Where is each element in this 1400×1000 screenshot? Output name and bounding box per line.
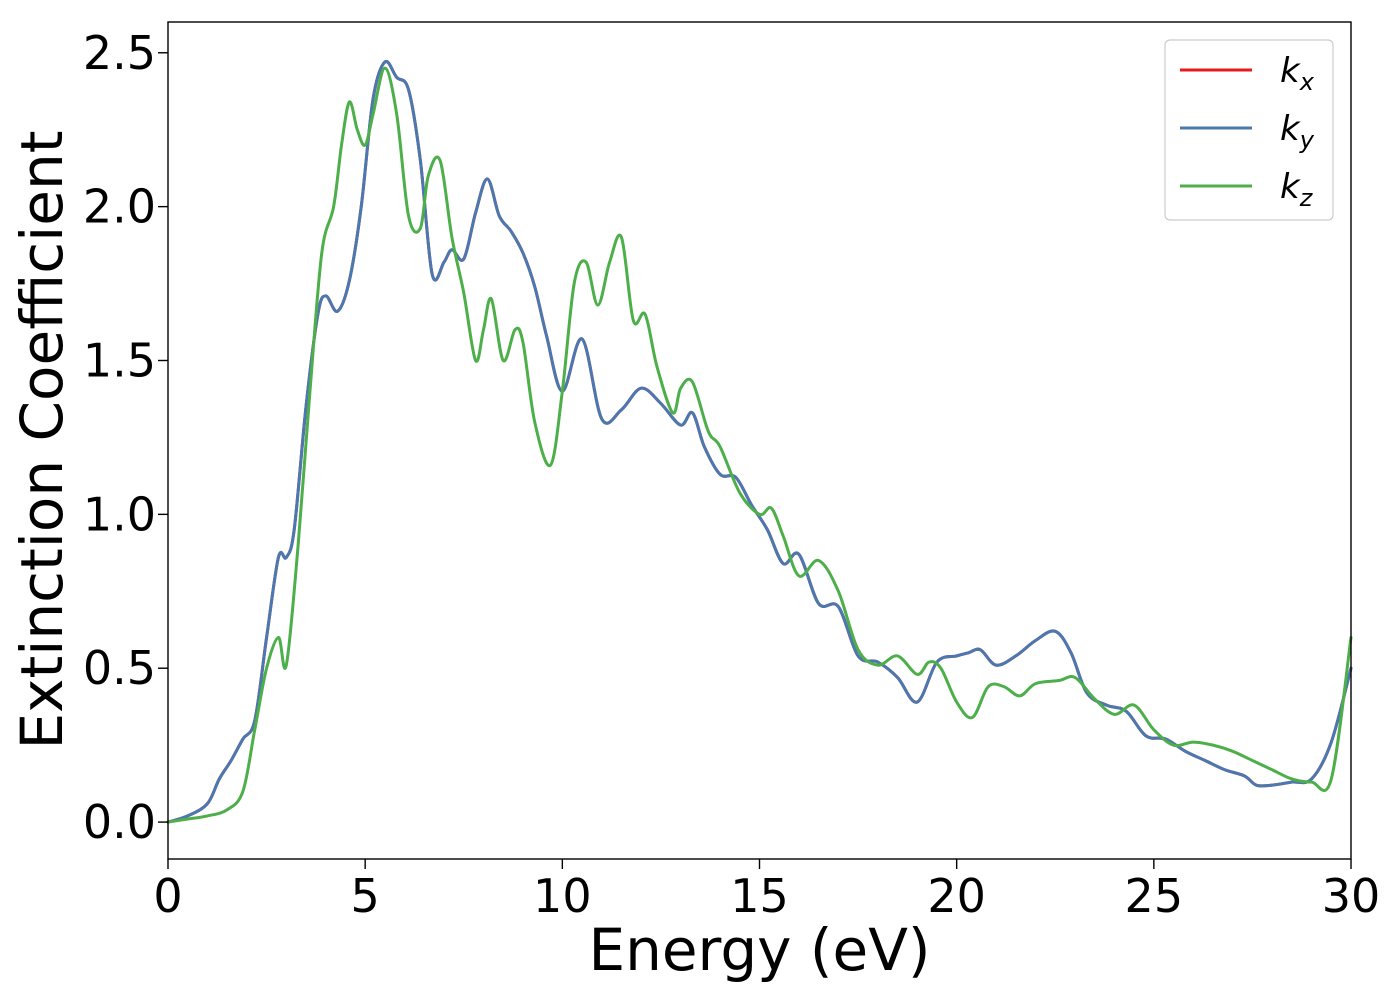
series-line-kz	[166, 66, 1353, 824]
x-tick-label: 0	[153, 869, 182, 923]
series-line-ky	[166, 59, 1353, 824]
x-tick-label: 5	[351, 869, 380, 923]
x-tick-label: 30	[1322, 869, 1381, 923]
y-tick-label: 0.0	[83, 795, 156, 849]
x-tick-label: 25	[1125, 869, 1184, 923]
y-tick-label: 2.0	[83, 180, 156, 234]
x-axis-label: Energy (eV)	[588, 916, 930, 984]
y-tick-label: 1.5	[83, 333, 156, 387]
x-tick-label: 10	[533, 869, 592, 923]
legend-label-ky: ky	[1280, 109, 1315, 154]
y-tick-label: 1.0	[83, 487, 156, 541]
y-tick-label: 2.5	[83, 26, 156, 80]
legend-items: kx ky kz	[1180, 51, 1315, 212]
legend: kx ky kz	[1164, 39, 1334, 221]
series-layer	[166, 59, 1353, 824]
legend-box	[1164, 39, 1334, 221]
y-axis-label: Extinction Coefficient	[8, 131, 76, 750]
x-tick-label: 20	[927, 869, 986, 923]
x-axis-ticks: 0 5 10 15 20 25 30	[153, 859, 1380, 923]
x-tick-label: 15	[730, 869, 789, 923]
legend-label-kz: kz	[1280, 167, 1314, 212]
legend-label-kx: kx	[1280, 51, 1315, 96]
y-tick-label: 0.5	[83, 641, 156, 695]
y-axis-ticks: 0.0 0.5 1.0 1.5 2.0 2.5	[83, 26, 168, 849]
